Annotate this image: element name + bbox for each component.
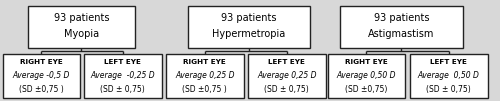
Text: Average -0,5 D: Average -0,5 D <box>12 71 70 80</box>
Text: (SD ± 0,75): (SD ± 0,75) <box>100 85 145 94</box>
Text: Average 0,50 D: Average 0,50 D <box>336 71 396 80</box>
Text: RIGHT EYE: RIGHT EYE <box>345 59 388 65</box>
Text: LEFT EYE: LEFT EYE <box>268 59 305 65</box>
Text: Myopia: Myopia <box>64 29 99 39</box>
Text: Average 0,25 D: Average 0,25 D <box>175 71 234 80</box>
Text: (SD ± 0,75): (SD ± 0,75) <box>426 85 471 94</box>
Text: (SD ±0,75 ): (SD ±0,75 ) <box>182 85 227 94</box>
Bar <box>188 6 310 48</box>
Bar <box>248 54 326 98</box>
Text: LEFT EYE: LEFT EYE <box>430 59 467 65</box>
Text: LEFT EYE: LEFT EYE <box>104 59 141 65</box>
Text: Hypermetropia: Hypermetropia <box>212 29 286 39</box>
Text: (SD ± 0,75): (SD ± 0,75) <box>264 85 309 94</box>
Text: (SD ±0,75 ): (SD ±0,75 ) <box>19 85 64 94</box>
Bar <box>166 54 244 98</box>
Text: RIGHT EYE: RIGHT EYE <box>184 59 226 65</box>
Text: Astigmastism: Astigmastism <box>368 29 434 39</box>
Text: RIGHT EYE: RIGHT EYE <box>20 59 62 65</box>
Bar <box>2 54 80 98</box>
Bar <box>410 54 488 98</box>
Bar <box>340 6 462 48</box>
Text: 93 patients: 93 patients <box>374 13 429 23</box>
Bar <box>84 54 162 98</box>
Text: Average 0,25 D: Average 0,25 D <box>257 71 316 80</box>
Bar <box>28 6 135 48</box>
Text: 93 patients: 93 patients <box>221 13 276 23</box>
Text: Average  0,50 D: Average 0,50 D <box>418 71 480 80</box>
Text: (SD ±0,75): (SD ±0,75) <box>345 85 388 94</box>
Bar <box>328 54 405 98</box>
Text: 93 patients: 93 patients <box>54 13 109 23</box>
Text: Average  -0,25 D: Average -0,25 D <box>90 71 155 80</box>
